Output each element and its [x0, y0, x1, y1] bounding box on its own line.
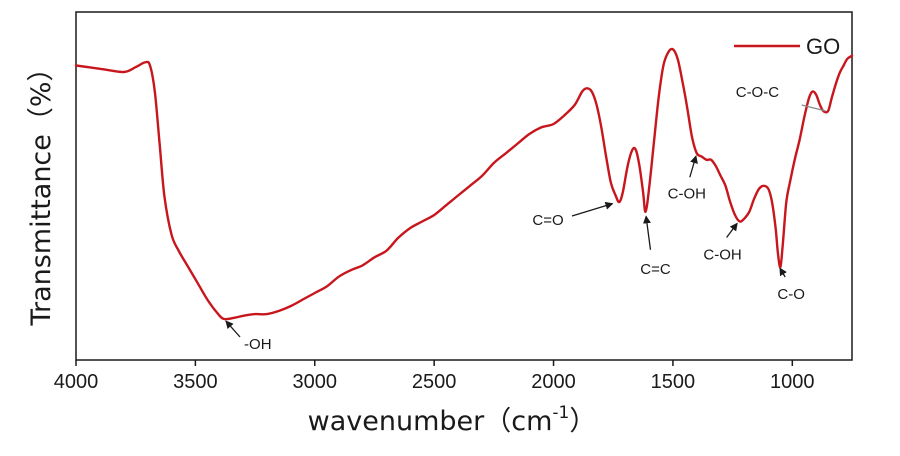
annotation-label-5: C-O — [777, 286, 805, 303]
annotation-label-3: C-OH — [668, 185, 706, 202]
x-axis-ticks — [75, 360, 794, 366]
annotation-0: -OH — [225, 320, 272, 353]
y-axis-title: Transmittance（%） — [26, 54, 57, 326]
annotation-arrow-1 — [571, 201, 614, 217]
plot-frame — [75, 11, 853, 361]
annotation-2: C=C — [640, 215, 671, 278]
annotation-label-1: C=O — [532, 212, 563, 229]
annotation-5: C-O — [777, 267, 805, 303]
legend-label-go: GO — [806, 34, 840, 59]
peak-annotations: -OH C=O C=C C-OH C-OH C-O C-O-C — [225, 84, 826, 353]
x-tick-label-4000: 4000 — [54, 371, 99, 393]
annotation-4: C-OH — [703, 222, 742, 264]
annotation-6: C-O-C — [736, 84, 826, 112]
x-axis-tick-labels: 4000 3500 3000 2500 2000 1500 1000 — [54, 371, 815, 393]
annotation-arrow-0 — [225, 320, 241, 338]
annotation-arrow-4 — [726, 222, 738, 238]
x-tick-label-1500: 1500 — [651, 371, 696, 393]
annotation-arrow-2 — [643, 215, 652, 250]
annotation-label-2: C=C — [640, 261, 671, 278]
x-tick-label-1000: 1000 — [770, 371, 815, 393]
annotation-3: C-OH — [668, 155, 706, 202]
x-axis-title-sup: -1 — [552, 403, 569, 423]
x-axis-title: wavenumber（cm-1） — [308, 403, 597, 437]
x-axis-title-close: ） — [569, 406, 596, 437]
x-tick-label-3500: 3500 — [173, 371, 218, 393]
annotation-1: C=O — [532, 201, 614, 229]
annotation-label-6: C-O-C — [736, 84, 779, 101]
annotation-arrow-5 — [779, 267, 787, 278]
annotation-label-4: C-OH — [703, 247, 741, 264]
annotation-arrow-3 — [689, 155, 698, 178]
x-tick-label-2500: 2500 — [412, 371, 457, 393]
x-tick-label-3000: 3000 — [293, 371, 338, 393]
series-line-go — [74, 47, 854, 321]
x-tick-label-2000: 2000 — [531, 371, 576, 393]
annotation-label-0: -OH — [244, 336, 272, 353]
x-axis-title-main: wavenumber（cm — [308, 406, 553, 437]
annotation-arrow-6 — [801, 104, 826, 112]
legend: GO — [734, 34, 840, 59]
